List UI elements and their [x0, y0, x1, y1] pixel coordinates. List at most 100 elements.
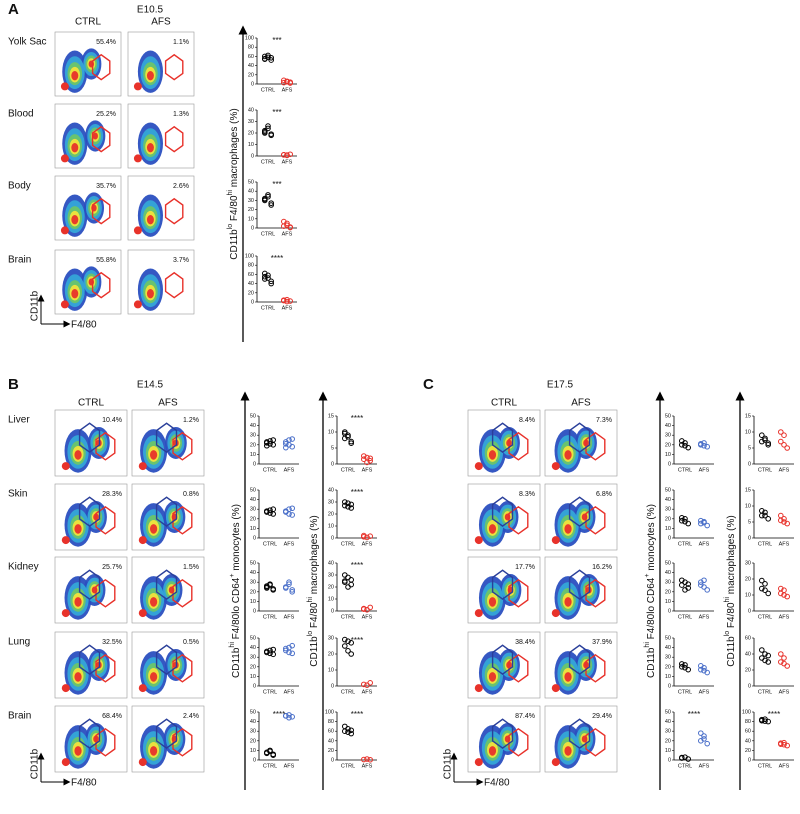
- y-tick-label: 30: [328, 572, 334, 578]
- data-point: [289, 642, 296, 649]
- gate: [95, 727, 116, 757]
- y-tick-label: 0: [331, 535, 334, 541]
- gate-percent: 1.2%: [183, 417, 199, 424]
- gate-percent: 7.3%: [596, 417, 612, 424]
- y-tick-label: 20: [745, 667, 751, 673]
- data-point: [765, 442, 772, 448]
- group-label: CTRL: [263, 763, 277, 769]
- y-tick-label: 15: [745, 487, 751, 493]
- data-point: [704, 443, 711, 450]
- flow-density: [74, 597, 82, 607]
- gate: [491, 644, 514, 675]
- gate: [155, 496, 178, 527]
- data-point: [342, 572, 348, 578]
- y-tick-label: 10: [745, 503, 751, 509]
- y-tick-label: 40: [665, 497, 671, 503]
- label-part: CD11b: [231, 647, 242, 678]
- flow-density: [146, 288, 154, 299]
- data-point: [679, 438, 685, 444]
- flow-plot: [544, 556, 618, 624]
- y-tick-label: 40: [248, 189, 254, 195]
- y-tick-label: 100: [742, 709, 751, 715]
- y-tick-label: 60: [745, 635, 751, 641]
- data-point: [682, 518, 688, 525]
- y-tick-label: 0: [668, 608, 671, 614]
- data-point: [267, 510, 273, 516]
- y-tick-label: 40: [250, 423, 256, 429]
- label-part: hi: [307, 597, 314, 603]
- row-label: Kidney: [8, 562, 39, 573]
- flow-density: [138, 536, 147, 545]
- data-point: [784, 663, 791, 669]
- data-point: [778, 740, 784, 747]
- data-point: [701, 519, 707, 526]
- data-point: [270, 646, 277, 653]
- flow-density: [149, 524, 158, 534]
- data-point: [348, 501, 355, 508]
- y-tick-label: 10: [745, 429, 751, 435]
- y-tick-label: 30: [665, 507, 671, 513]
- data-point: [364, 459, 370, 466]
- gate-percent: 2.6%: [173, 183, 189, 190]
- flow-plot: [54, 631, 128, 699]
- y-tick-label: 20: [248, 130, 254, 136]
- data-point: [679, 515, 685, 521]
- data-point: [698, 663, 704, 669]
- label-part: hi: [724, 597, 731, 603]
- gate: [568, 644, 591, 675]
- significance: ***: [272, 180, 281, 189]
- row-label: Lung: [8, 637, 30, 648]
- y-tick-label: 10: [665, 452, 671, 458]
- data-point: [701, 442, 707, 449]
- y-axis-label: CD11b: [30, 748, 41, 779]
- flow-density: [146, 70, 154, 81]
- panel-title: E14.5: [137, 380, 164, 391]
- flow-density: [71, 288, 79, 299]
- group-label: AFS: [779, 614, 790, 620]
- gate-percent: 8.4%: [519, 417, 535, 424]
- data-point: [765, 652, 772, 659]
- data-point: [762, 651, 768, 657]
- panel-label: B: [8, 376, 19, 393]
- gate: [568, 422, 591, 453]
- data-point: [265, 275, 271, 281]
- row-label: Liver: [8, 415, 30, 426]
- data-point: [265, 192, 271, 198]
- dotplot-y-label: CD11bhi F4/80lo CD64+ monocytes (%): [644, 504, 656, 678]
- group-label: CTRL: [263, 614, 277, 620]
- flow-density: [488, 672, 497, 682]
- y-tick-label: 0: [668, 683, 671, 689]
- significance: ****: [351, 414, 363, 423]
- gate: [508, 505, 529, 535]
- data-point: [345, 500, 351, 507]
- y-tick-label: 10: [665, 674, 671, 680]
- y-tick-label: 20: [248, 290, 254, 296]
- y-tick-label: 0: [331, 608, 334, 614]
- data-point: [262, 56, 268, 62]
- flow-density: [551, 536, 560, 545]
- data-point: [781, 655, 787, 661]
- flow-plot: [54, 249, 122, 315]
- dotplot-y-label: CD11blo F4/80hi macrophages (%): [724, 515, 736, 666]
- flow-density: [133, 82, 142, 91]
- flow-density: [60, 300, 69, 309]
- data-point: [759, 438, 765, 445]
- data-point: [267, 438, 273, 444]
- gate: [78, 422, 101, 453]
- y-tick-label: 10: [665, 526, 671, 532]
- label-part: hi: [644, 642, 651, 648]
- flow-density: [138, 758, 147, 767]
- y-tick-label: 50: [665, 709, 671, 715]
- y-tick-label: 15: [328, 413, 334, 419]
- panel-label: A: [8, 1, 19, 18]
- label-part: F4/80: [309, 602, 320, 631]
- data-point: [342, 429, 348, 435]
- y-tick-label: 40: [248, 281, 254, 287]
- data-point: [698, 730, 704, 736]
- gate: [585, 431, 606, 461]
- data-point: [284, 298, 290, 305]
- group-label: CTRL: [678, 467, 692, 473]
- flow-plot: [467, 631, 541, 699]
- gate: [491, 718, 514, 749]
- group-label: CTRL: [758, 467, 772, 473]
